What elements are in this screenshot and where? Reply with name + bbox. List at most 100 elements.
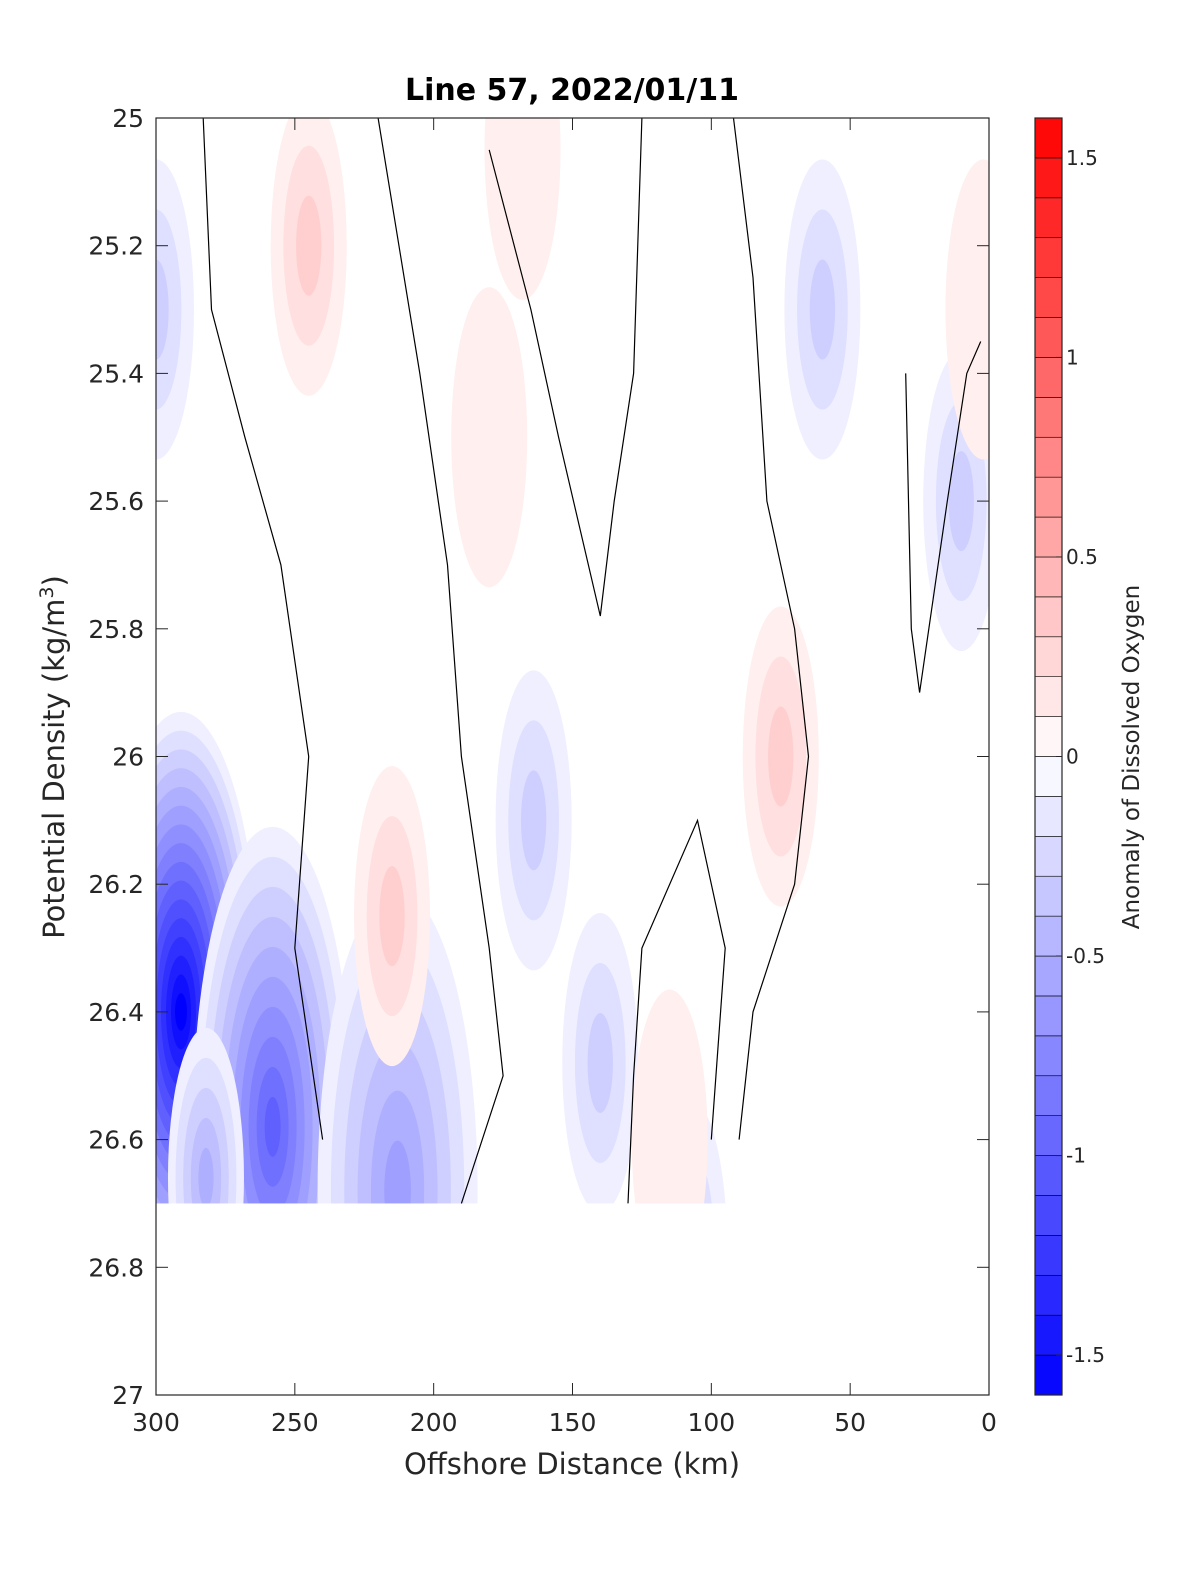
colorbar-band bbox=[1034, 157, 1063, 199]
anomaly-patch-high-12 bbox=[484, 118, 561, 300]
x-axis-label: Offshore Distance (km) bbox=[404, 1447, 740, 1481]
colorbar-band bbox=[1034, 277, 1063, 318]
y-tick-label: 25.6 bbox=[88, 487, 144, 516]
colorbar-band bbox=[1034, 716, 1063, 757]
anomaly-patch-low-5 bbox=[495, 670, 572, 971]
colorbar-band bbox=[1034, 1195, 1063, 1236]
colorbar-band bbox=[1034, 596, 1063, 638]
colorbar-tick-label: 1 bbox=[1066, 345, 1079, 369]
zero-contour-0 bbox=[202, 118, 324, 1140]
colorbar-band bbox=[1034, 1115, 1063, 1156]
colorbar-tick-label: 0.5 bbox=[1066, 545, 1098, 569]
y-tick-label: 27 bbox=[112, 1381, 144, 1410]
anomaly-patch-high-16 bbox=[945, 159, 989, 460]
colorbar-band bbox=[1034, 516, 1063, 558]
anomaly-level bbox=[379, 866, 405, 967]
colorbar-band bbox=[1034, 1314, 1063, 1356]
colorbar-band bbox=[1034, 1075, 1063, 1116]
zero-contour-4 bbox=[905, 341, 982, 693]
colorbar-band bbox=[1034, 1274, 1063, 1316]
colorbar-band bbox=[1034, 397, 1063, 438]
colorbar-tick-label: -0.5 bbox=[1066, 944, 1105, 968]
anomaly-level bbox=[768, 706, 794, 807]
anomaly-level bbox=[587, 1012, 613, 1113]
y-tick-label: 25.4 bbox=[88, 359, 144, 388]
anomaly-level bbox=[945, 159, 989, 460]
y-tick-label: 25.8 bbox=[88, 615, 144, 644]
anomaly-patch-low-6 bbox=[562, 912, 639, 1213]
x-tick-label: 150 bbox=[549, 1408, 597, 1437]
colorbar-tick-label: -1.5 bbox=[1066, 1343, 1105, 1367]
y-tick-label: 26.4 bbox=[88, 998, 144, 1027]
zero-contour-5 bbox=[627, 818, 726, 1204]
y-axis-label-end: ) bbox=[37, 575, 71, 586]
colorbar-tick-label: -1 bbox=[1066, 1144, 1086, 1168]
colorbar-band bbox=[1034, 756, 1063, 797]
anomaly-level bbox=[174, 993, 187, 1031]
anomaly-patch-high-13 bbox=[451, 287, 528, 588]
anomaly-level bbox=[520, 770, 547, 871]
chart-title: Line 57, 2022/01/11 bbox=[405, 73, 739, 108]
anomaly-level bbox=[948, 451, 974, 552]
colorbar-band bbox=[1034, 436, 1063, 478]
anomaly-patch-low-7 bbox=[784, 159, 861, 460]
y-tick-label: 26.6 bbox=[88, 1126, 144, 1155]
plot-area: 300 250 200 150 100 50 0 2525.225.425.625.8262… bbox=[88, 104, 997, 1437]
colorbar-band bbox=[1034, 1354, 1063, 1396]
colorbar-band bbox=[1034, 955, 1063, 997]
anomaly-level bbox=[484, 118, 561, 300]
zero-contour-3 bbox=[732, 118, 810, 1140]
anomaly-level bbox=[264, 1096, 281, 1157]
y-tick-label: 25.2 bbox=[88, 232, 144, 261]
anomaly-level bbox=[198, 1147, 214, 1208]
x-tick-label: 300 bbox=[132, 1408, 180, 1437]
colorbar-band bbox=[1034, 197, 1063, 239]
colorbar-band bbox=[1034, 476, 1063, 518]
colorbar-band bbox=[1034, 1235, 1063, 1276]
anomaly-patch-high-14 bbox=[742, 606, 819, 907]
colorbar-band bbox=[1034, 556, 1063, 598]
anomaly-level bbox=[156, 259, 169, 360]
y-axis-label-main: Potential Density (kg/m bbox=[37, 599, 71, 939]
colorbar-band bbox=[1034, 117, 1063, 159]
colorbar-band bbox=[1034, 875, 1063, 917]
colorbar-band bbox=[1034, 317, 1063, 358]
anomaly-level bbox=[809, 259, 836, 360]
colorbar-band bbox=[1034, 357, 1063, 398]
colorbar-band bbox=[1034, 676, 1063, 717]
colorbar-band bbox=[1034, 1155, 1063, 1196]
y-tick-label: 26 bbox=[112, 743, 144, 772]
x-tick-label: 50 bbox=[834, 1408, 866, 1437]
anomaly-field bbox=[156, 118, 989, 1395]
x-tick-label: 250 bbox=[271, 1408, 319, 1437]
colorbar-band bbox=[1034, 1035, 1063, 1077]
y-axis-label: Potential Density (kg/m3) bbox=[36, 575, 71, 939]
colorbar-tick-label: 0 bbox=[1066, 745, 1079, 769]
colorbar-band bbox=[1034, 237, 1063, 278]
y-axis: 25 25.2 25.4 25.6 25.8 26 26.2 26.4 26.6 26.8 27 bbox=[88, 104, 989, 1410]
x-tick-label: 0 bbox=[981, 1408, 997, 1437]
x-tick-label: 100 bbox=[687, 1408, 735, 1437]
anomaly-level bbox=[296, 195, 322, 296]
anomaly-patch-high-10 bbox=[270, 118, 347, 396]
colorbar-band bbox=[1034, 995, 1063, 1037]
zero-contour-1 bbox=[377, 118, 504, 1204]
colorbar-band bbox=[1034, 836, 1063, 877]
colorbar-band bbox=[1034, 915, 1063, 957]
colorbar-label: Anomaly of Dissolved Oxygen bbox=[1119, 585, 1145, 930]
colorbar-tick-label: 1.5 bbox=[1066, 146, 1098, 170]
anomaly-patch-high-11 bbox=[354, 766, 431, 1067]
anomaly-level bbox=[451, 287, 528, 588]
x-axis: 300 250 200 150 100 50 0 bbox=[132, 118, 997, 1437]
anomaly-patch-low-1 bbox=[156, 159, 194, 460]
colorbar-band bbox=[1034, 636, 1063, 677]
zero-contour-2 bbox=[488, 118, 643, 617]
y-tick-label: 26.2 bbox=[88, 870, 144, 899]
colorbar-band bbox=[1034, 796, 1063, 837]
no-data-region bbox=[156, 1203, 989, 1395]
y-axis-label-sup: 3 bbox=[36, 586, 58, 598]
colorbar-ticks: -1.5 -1 -0.5 0 0.5 1 1.5 bbox=[1056, 146, 1105, 1367]
zero-contours bbox=[202, 118, 982, 1204]
y-tick-label: 26.8 bbox=[88, 1253, 144, 1282]
colorbar: -1.5 -1 -0.5 0 0.5 1 1.5 Anomaly of Dissolved … bbox=[1034, 117, 1145, 1396]
